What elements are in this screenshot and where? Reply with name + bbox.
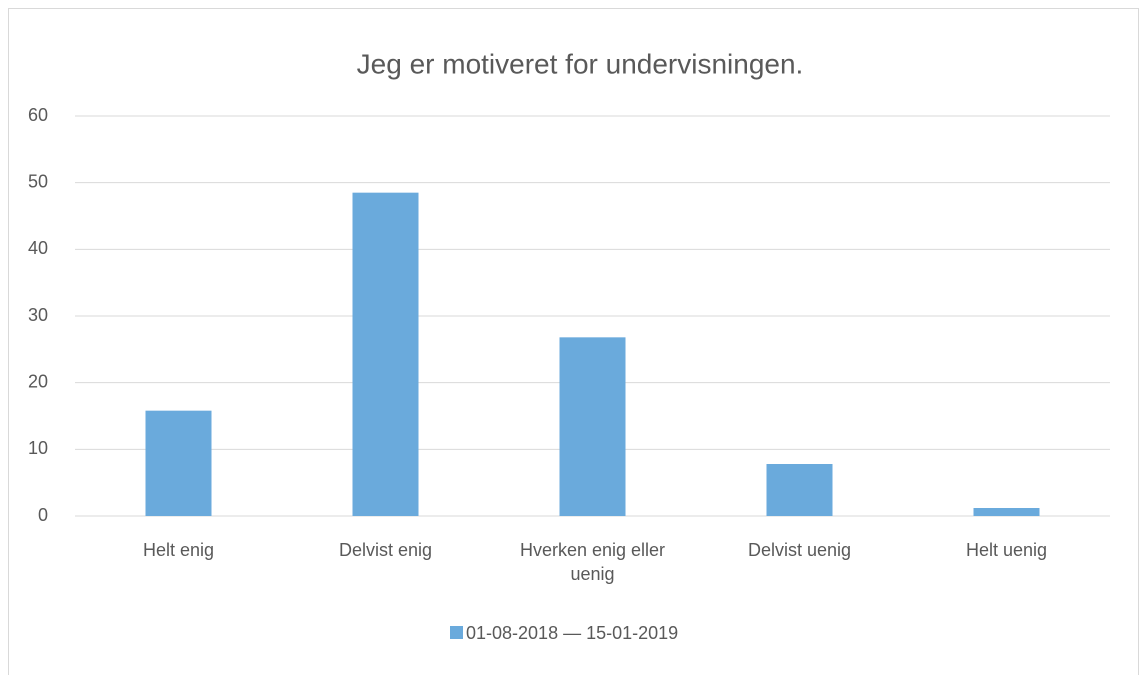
y-tick-label: 60	[28, 105, 48, 125]
x-tick-label: Delvist uenig	[747, 540, 852, 560]
bar	[145, 410, 212, 516]
bar	[766, 464, 833, 516]
legend-label: 01-08-2018 — 15-01-2019	[466, 623, 678, 643]
bar	[973, 508, 1040, 516]
x-tick-label: Helt uenig	[965, 540, 1048, 560]
bar	[352, 192, 419, 516]
y-tick-label: 40	[28, 238, 48, 258]
y-tick-label: 0	[38, 505, 48, 525]
y-tick-label: 30	[28, 305, 48, 325]
y-tick-label: 20	[28, 371, 48, 391]
bar	[559, 337, 626, 516]
x-tick-label: Helt enig	[142, 540, 215, 560]
x-tick-label: Delvist enig	[338, 540, 433, 560]
y-tick-label: 10	[28, 438, 48, 458]
x-tick-label: Hverken enig eller uenig	[519, 540, 666, 584]
y-tick-label: 50	[28, 171, 48, 191]
chart-border	[8, 8, 1139, 675]
legend-swatch	[450, 626, 463, 639]
chart-title: Jeg er motiveret for undervisningen.	[357, 48, 804, 79]
